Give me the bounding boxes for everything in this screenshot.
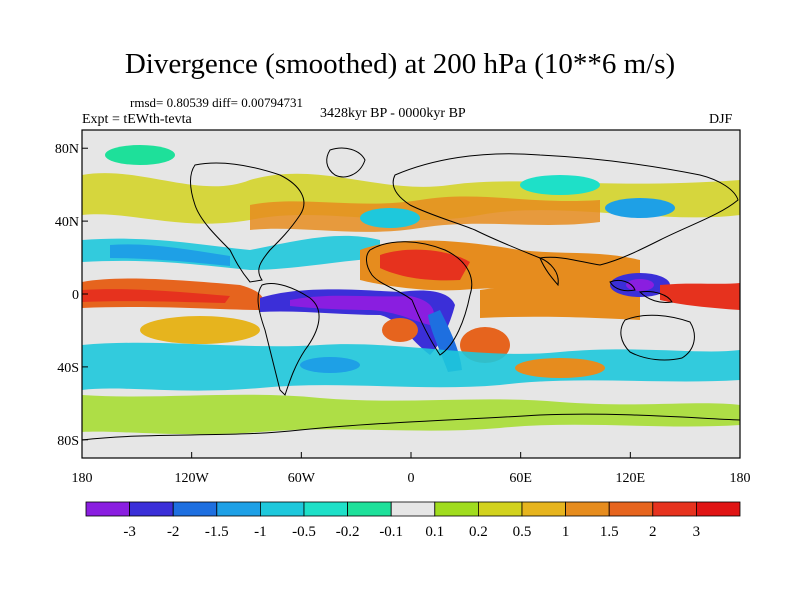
colorbar-label: 0.2 xyxy=(469,524,488,540)
colorbar-label: 0.5 xyxy=(513,524,532,540)
colorbar-label: -3 xyxy=(123,524,136,540)
longitude-axis: 180 120W 60W 0 60E 120E 180 xyxy=(72,452,751,486)
colorbar-label: -1 xyxy=(254,524,267,540)
africa-north-core xyxy=(380,249,470,281)
coast-antarctica xyxy=(82,413,740,441)
lon-tick-label: 180 xyxy=(72,471,93,486)
colorbar-swatch xyxy=(652,501,697,517)
lat-tick-label: 80S xyxy=(57,434,79,449)
atlantic-convergence-core xyxy=(290,295,434,325)
south-blue-patch xyxy=(300,357,360,373)
north-cyan-2 xyxy=(520,175,600,195)
colorbar-label: -0.1 xyxy=(379,524,403,540)
colorbar-swatch xyxy=(477,501,523,517)
west-pacific-divergence xyxy=(660,283,740,310)
coast-australia xyxy=(620,314,695,361)
colorbar-swatch xyxy=(434,501,479,517)
experiment-label: Expt = tEWth-tevta xyxy=(82,112,192,127)
north-cyan-3 xyxy=(360,208,420,228)
colorbar-label: 3 xyxy=(693,524,701,540)
coast-greenland xyxy=(326,147,366,178)
north-cyan-4 xyxy=(605,198,675,218)
latitude-axis: 80N 40N 0 40S 80S xyxy=(55,142,88,449)
indian-ocean-divergence xyxy=(480,285,640,320)
coast-india xyxy=(539,257,559,287)
south-band-green xyxy=(82,394,740,435)
lat-tick-label: 0 xyxy=(72,288,79,303)
colorbar-swatch xyxy=(129,501,174,517)
lon-tick-label: 120W xyxy=(175,471,210,486)
coast-south-america xyxy=(257,283,320,396)
colorbar-label: -1.5 xyxy=(205,524,229,540)
subtrop-north-blue xyxy=(110,244,230,266)
colorbar-label: 1.5 xyxy=(600,524,619,540)
colorbar-swatch xyxy=(259,501,305,517)
lon-tick-label: 120E xyxy=(616,471,646,486)
colorbar-swatch xyxy=(696,501,741,517)
coast-maritime-2 xyxy=(638,291,673,303)
colorbar-label: 0.1 xyxy=(425,524,444,540)
colorbar-swatch xyxy=(608,501,654,517)
maritime-convergence-core xyxy=(626,279,654,291)
colorbar: -3 -2 -1.5 -1 -0.5 -0.2 -0.1 0.1 0.2 0.5 1 1.5 2 3 xyxy=(85,501,741,540)
colorbar-swatch xyxy=(390,501,436,517)
lon-tick-label: 180 xyxy=(730,471,751,486)
south-pacific-yellow xyxy=(140,316,260,344)
south-atlantic-orange xyxy=(382,318,418,342)
lon-tick-label: 0 xyxy=(408,471,415,486)
colorbar-swatch xyxy=(565,501,610,517)
coast-africa xyxy=(366,241,473,356)
lat-tick-label: 40S xyxy=(57,361,79,376)
rmsd-stats: rmsd= 0.80539 diff= 0.00794731 xyxy=(130,95,303,110)
pacific-divergence-core xyxy=(82,289,230,303)
colorbar-swatch xyxy=(347,501,392,517)
colorbar-swatch xyxy=(85,501,130,517)
coast-maritime-1 xyxy=(609,279,636,292)
plot-title: Divergence (smoothed) at 200 hPa (10**6 … xyxy=(124,48,676,80)
lon-tick-label: 60E xyxy=(509,471,532,486)
north-band-orange xyxy=(250,196,600,232)
lat-tick-label: 80N xyxy=(55,142,79,157)
colorbar-label: -0.5 xyxy=(292,524,316,540)
lon-tick-label: 60W xyxy=(288,471,316,486)
colorbar-label: -0.2 xyxy=(336,524,360,540)
lat-tick-label: 40N xyxy=(55,215,79,230)
south-band-cyan xyxy=(82,342,740,391)
colorbar-label: 2 xyxy=(649,524,657,540)
period-label: 3428kyr BP - 0000kyr BP xyxy=(320,106,466,121)
colorbar-swatch xyxy=(172,501,218,517)
south-orange-patch xyxy=(515,358,605,378)
divergence-field xyxy=(82,145,740,435)
colorbar-swatch xyxy=(303,501,348,517)
colorbar-label: 1 xyxy=(562,524,570,540)
coastlines xyxy=(82,147,740,441)
coast-north-america xyxy=(190,162,305,283)
colorbar-label: -2 xyxy=(167,524,180,540)
season-label: DJF xyxy=(709,112,733,127)
colorbar-swatch xyxy=(521,501,566,517)
colorbar-swatch xyxy=(216,501,261,517)
north-cyan-1 xyxy=(105,145,175,165)
coast-eurasia xyxy=(392,153,739,266)
